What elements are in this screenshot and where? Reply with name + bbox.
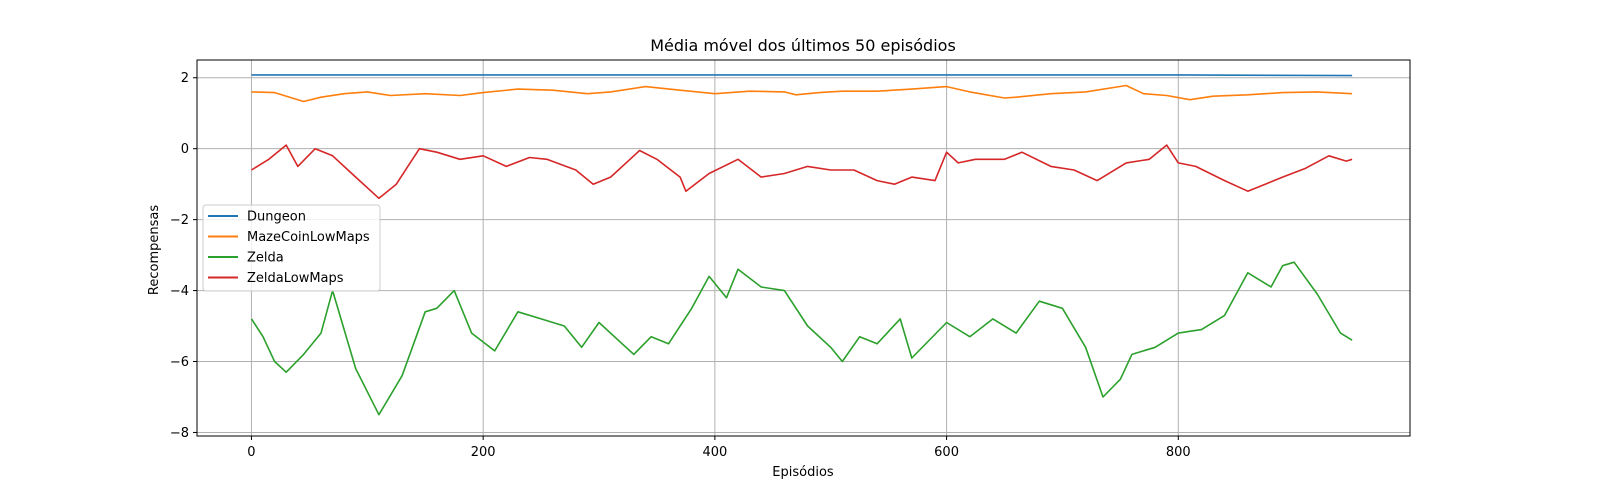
y-tick-label: −4 bbox=[170, 284, 189, 299]
legend-box bbox=[202, 204, 381, 292]
x-tick-label: 600 bbox=[934, 445, 959, 460]
series-lines bbox=[250, 74, 1353, 416]
series-line-mazecoinlowmaps bbox=[251, 84, 1353, 103]
axis-ticks: 0 200 400 600 800 2 0 −2 −4 −6 −8 bbox=[170, 71, 1191, 460]
x-tick-label: 0 bbox=[247, 445, 255, 460]
y-tick-label: −2 bbox=[170, 213, 189, 228]
x-tick-label: 400 bbox=[702, 445, 727, 460]
y-tick-label: 0 bbox=[181, 142, 189, 157]
y-tick-label: −8 bbox=[170, 426, 189, 441]
y-tick-label: −6 bbox=[170, 355, 189, 370]
legend-label: MazeCoinLowMaps bbox=[247, 230, 370, 245]
x-tick-label: 800 bbox=[1166, 445, 1191, 460]
chart-title: Média móvel dos últimos 50 episódios bbox=[650, 36, 956, 55]
series-line-zelda bbox=[250, 261, 1353, 416]
x-axis-label: Episódios bbox=[772, 465, 834, 480]
x-tick-label: 200 bbox=[471, 445, 496, 460]
series-line-dungeon bbox=[251, 74, 1353, 77]
y-axis-label: Recompensas bbox=[147, 205, 162, 295]
legend-label: Dungeon bbox=[247, 210, 306, 225]
legend: Dungeon MazeCoinLowMaps Zelda ZeldaLowMaps bbox=[202, 204, 381, 292]
grid-lines bbox=[197, 60, 1410, 436]
legend-label: ZeldaLowMaps bbox=[247, 271, 344, 286]
y-tick-label: 2 bbox=[181, 71, 189, 86]
series-line-zeldalowmaps bbox=[251, 144, 1353, 200]
plot-area-frame bbox=[196, 59, 1411, 437]
legend-label: Zelda bbox=[247, 251, 284, 266]
